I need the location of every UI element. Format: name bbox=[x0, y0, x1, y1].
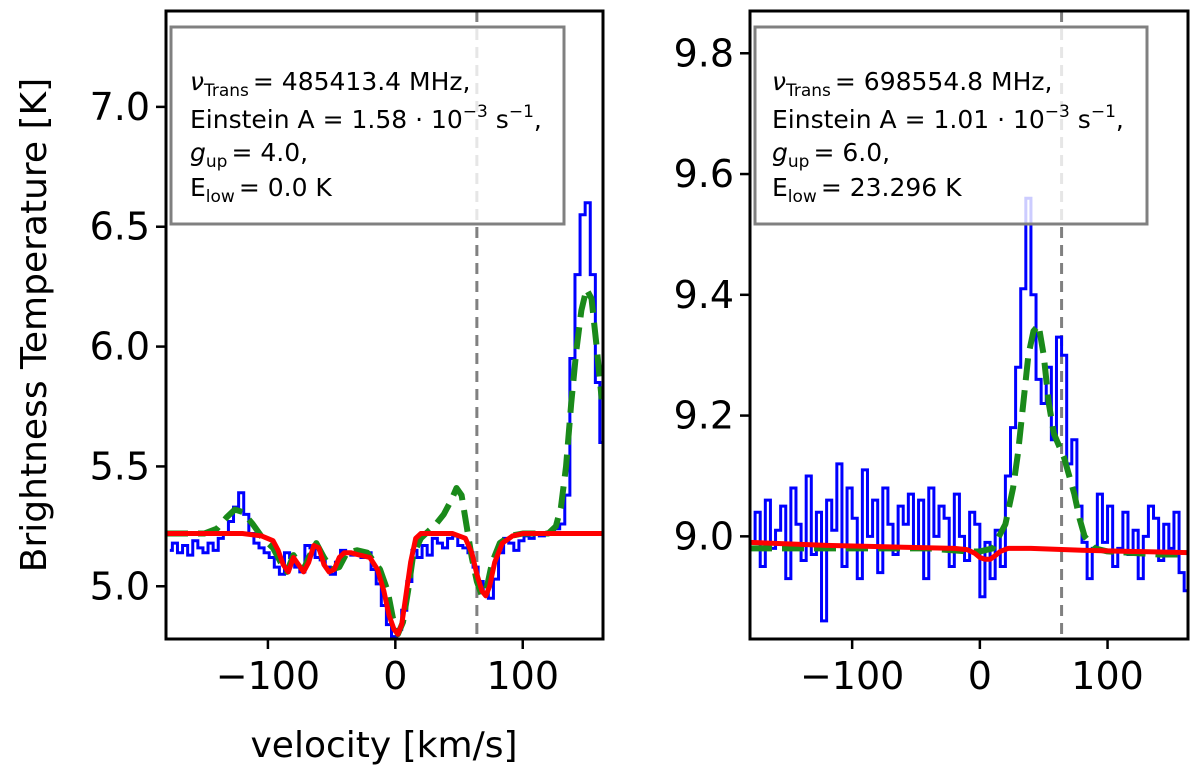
right-xtick-label: −100 bbox=[800, 654, 904, 698]
left-total-model-dashed-line bbox=[166, 286, 603, 638]
right-annotation-einstein: Einstein A = 1.01 · 10−3 s−1, bbox=[772, 102, 1124, 134]
left-panel: νTrans = 485413.4 MHz, Einstein A = 1.58 … bbox=[14, 9, 605, 766]
left-component-model-line bbox=[166, 531, 602, 637]
left-ytick-label: 7.0 bbox=[90, 85, 150, 129]
right-axes-frame bbox=[748, 9, 1190, 641]
left-annotation-einstein: Einstein A = 1.58 · 10−3 s−1, bbox=[190, 102, 542, 134]
right-ytick-label: 9.6 bbox=[674, 152, 734, 196]
right-xtick-label: 100 bbox=[1071, 654, 1144, 698]
left-ytick-label: 5.0 bbox=[90, 564, 150, 608]
right-ytick-label: 9.0 bbox=[674, 514, 734, 558]
right-component-model-line bbox=[750, 539, 1188, 562]
left-annotation-frame bbox=[169, 25, 566, 226]
right-panel: νTrans = 698554.8 MHz, Einstein A = 1.01 … bbox=[674, 9, 1190, 698]
right-ytick-label: 9.2 bbox=[674, 394, 734, 438]
right-annotation-box: νTrans = 698554.8 MHz, Einstein A = 1.01 … bbox=[753, 25, 1149, 226]
right-ticks: 9.0 9.2 9.4 9.6 9.8 −100 0 100 bbox=[674, 31, 1144, 698]
left-observed-spectrum-line bbox=[169, 201, 602, 639]
right-ytick-label: 9.4 bbox=[674, 273, 734, 317]
right-plot-area bbox=[750, 11, 1188, 639]
right-annotation-frame bbox=[753, 25, 1149, 226]
left-ticks: 5.0 5.5 6.0 6.5 7.0 −100 0 100 bbox=[90, 85, 559, 698]
right-xtick-label: 0 bbox=[968, 654, 992, 698]
left-ylabel: Brightness Temperature [K] bbox=[14, 78, 55, 572]
left-xtick-label: −100 bbox=[216, 654, 320, 698]
right-total-model-dashed-line bbox=[750, 322, 1188, 558]
left-xtick-label: 100 bbox=[486, 654, 559, 698]
left-annotation-nu: νTrans = 485413.4 MHz, bbox=[190, 67, 470, 101]
left-ytick-label: 5.5 bbox=[90, 444, 150, 488]
left-ytick-label: 6.0 bbox=[90, 325, 150, 369]
left-plot-area bbox=[166, 11, 603, 639]
right-ytick-label: 9.8 bbox=[674, 31, 734, 75]
left-axes-frame bbox=[164, 9, 605, 641]
right-annotation-elow: Elow = 23.296 K bbox=[772, 173, 962, 207]
right-annotation-nu: νTrans = 698554.8 MHz, bbox=[772, 67, 1052, 101]
left-annotation-g: gup = 4.0, bbox=[190, 138, 308, 172]
left-xlabel: velocity [km/s] bbox=[250, 725, 517, 766]
left-annotation-elow: Elow = 0.0 K bbox=[190, 173, 332, 207]
left-ytick-label: 6.5 bbox=[90, 205, 150, 249]
left-xtick-label: 0 bbox=[383, 654, 407, 698]
right-annotation-g: gup = 6.0, bbox=[772, 138, 890, 172]
right-observed-spectrum-line bbox=[752, 196, 1187, 623]
left-annotation-box: νTrans = 485413.4 MHz, Einstein A = 1.58 … bbox=[169, 25, 566, 226]
